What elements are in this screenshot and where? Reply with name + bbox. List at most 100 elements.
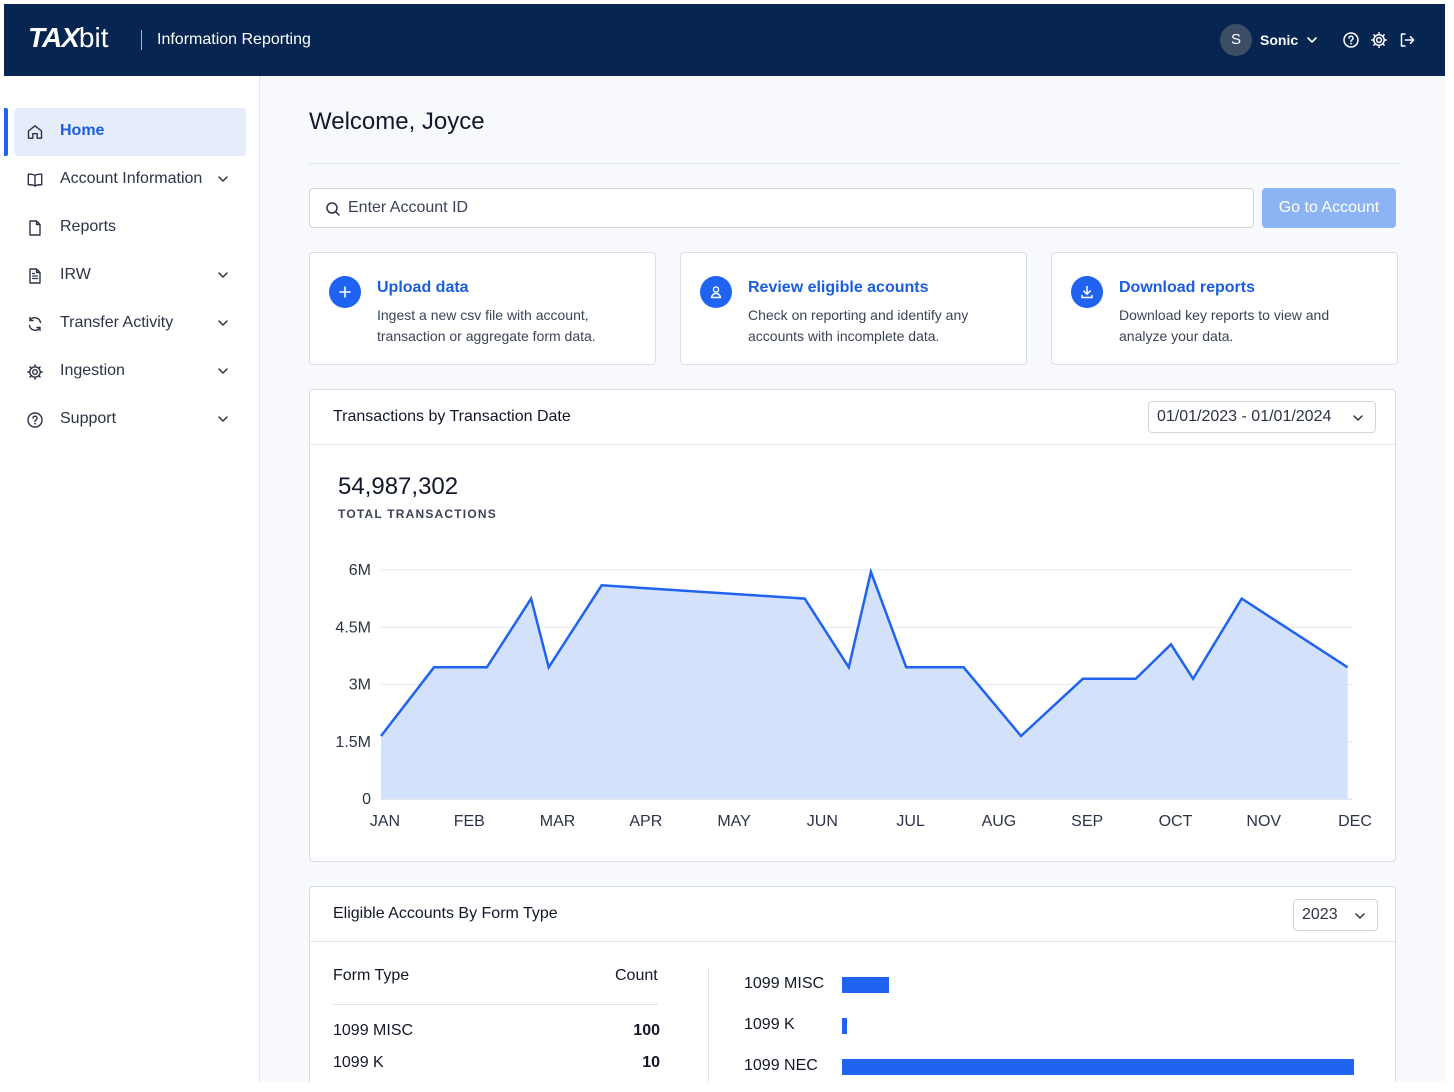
card-icon-circle <box>1071 276 1103 308</box>
year-select[interactable]: 2023 <box>1293 899 1378 931</box>
panel-title: Eligible Accounts By Form Type <box>333 905 558 922</box>
gear-icon[interactable] <box>1370 31 1388 49</box>
panel-header: Transactions by Transaction Date 01/01/2… <box>310 390 1395 445</box>
document-icon <box>29 220 41 236</box>
table-divider <box>333 1004 658 1005</box>
card-title[interactable]: Upload data <box>377 279 469 296</box>
form-type-header: Form Type <box>333 967 410 984</box>
sidebar-item-label: Home <box>60 122 105 139</box>
refresh-icon <box>28 316 42 332</box>
card-description: Ingest a new csv file with account, tran… <box>377 307 596 344</box>
table-cell-form: 1099 K <box>333 1054 384 1071</box>
chevron-down-icon[interactable] <box>1304 32 1320 48</box>
sidebar-item-transfer-activity[interactable]: Transfer Activity <box>14 300 246 348</box>
book-icon <box>27 173 43 187</box>
sidebar-item-label: IRW <box>60 266 91 283</box>
panel-title: Transactions by Transaction Date <box>333 408 571 425</box>
x-tick-label: JAN <box>370 813 400 830</box>
logo-bold-text: TAX <box>28 22 80 53</box>
x-tick-label: MAY <box>717 813 751 830</box>
table-cell-form: 1099 MISC <box>333 1022 414 1039</box>
app-title: Information Reporting <box>157 31 311 48</box>
y-tick-label: 4.5M <box>335 619 371 636</box>
date-range-select[interactable]: 01/01/2023 - 01/01/2024 <box>1148 401 1376 433</box>
x-tick-label: DEC <box>1338 813 1372 830</box>
x-tick-label: JUL <box>896 813 925 830</box>
table-cell-count: 100 <box>633 1022 660 1039</box>
bar-label: 1099 K <box>744 1016 795 1033</box>
table-cell-count: 10 <box>642 1054 660 1071</box>
bar-label: 1099 MISC <box>744 975 825 992</box>
header-divider <box>141 30 142 50</box>
card-icon-circle <box>329 276 361 308</box>
sidebar-item-ingestion[interactable]: Ingestion <box>14 348 246 396</box>
logo-light-text: bit <box>78 22 109 53</box>
main-content: Welcome, Joyce Go to Account Upload data… <box>261 76 1445 1082</box>
sidebar-item-irw[interactable]: IRW <box>14 252 246 300</box>
transactions-area-chart: 0 1.5M 3M 4.5M 6M JAN FEB MAR APR MAY JUN JUL AUG SEP… <box>335 562 1372 830</box>
x-tick-label: OCT <box>1159 813 1193 830</box>
x-tick-label: JUN <box>807 813 838 830</box>
form-count-bar <box>842 1018 847 1034</box>
series-area <box>381 571 1348 799</box>
form-count-bar <box>842 1059 1354 1075</box>
chevron-down-icon <box>218 416 228 422</box>
sidebar-item-label: Reports <box>60 218 117 235</box>
card-title[interactable]: Download reports <box>1119 279 1256 296</box>
search-icon <box>326 202 340 216</box>
download-icon <box>1081 285 1093 299</box>
y-tick-label: 0 <box>362 791 371 808</box>
y-tick-label: 3M <box>349 677 371 694</box>
user-name[interactable]: Sonic <box>1260 32 1299 48</box>
chevron-down-icon <box>1353 415 1363 421</box>
go-to-account-button[interactable]: Go to Account <box>1262 188 1396 228</box>
y-tick-label: 6M <box>349 562 371 579</box>
app-window: TAXbit Information Reporting S Sonic Hom… <box>4 4 1445 1082</box>
count-header: Count <box>615 967 658 984</box>
sidebar: Home Account Information Reports IRW Tra… <box>4 76 260 1082</box>
file-text-icon <box>29 268 41 284</box>
sidebar-item-support[interactable]: Support <box>14 396 246 444</box>
help-circle-icon <box>27 412 43 428</box>
panel-column-divider <box>708 967 709 1082</box>
page-title: Welcome, Joyce <box>309 108 485 135</box>
chevron-down-icon <box>218 176 228 182</box>
transactions-panel: Transactions by Transaction Date 01/01/2… <box>309 389 1396 862</box>
bar-label: 1099 NEC <box>744 1057 818 1074</box>
avatar[interactable]: S <box>1220 24 1252 56</box>
active-indicator <box>4 108 8 156</box>
chevron-down-icon <box>218 320 228 326</box>
gear-icon <box>27 364 43 380</box>
sidebar-item-label: Ingestion <box>60 362 125 379</box>
x-tick-label: FEB <box>454 813 485 830</box>
upload-data-card[interactable]: Upload data Ingest a new csv file with a… <box>309 252 656 365</box>
sidebar-item-reports[interactable]: Reports <box>14 204 246 252</box>
help-icon[interactable] <box>1342 31 1360 49</box>
card-description: Check on reporting and identify any acco… <box>748 307 969 344</box>
taxbit-logo[interactable]: TAXbit <box>28 22 109 54</box>
plus-icon <box>339 286 351 298</box>
sidebar-item-label: Account Information <box>60 170 203 187</box>
sidebar-item-label: Transfer Activity <box>60 314 174 331</box>
chevron-down-icon <box>1355 913 1365 919</box>
sidebar-item-account-information[interactable]: Account Information <box>14 156 246 204</box>
chevron-down-icon <box>218 368 228 374</box>
panel-header: Eligible Accounts By Form Type 2023 <box>310 887 1395 942</box>
x-tick-label: SEP <box>1071 813 1103 830</box>
eligible-accounts-panel: Eligible Accounts By Form Type 2023 Form… <box>309 886 1396 1082</box>
title-divider <box>309 163 1399 164</box>
card-title[interactable]: Review eligible acounts <box>748 279 929 296</box>
sidebar-item-home[interactable]: Home <box>14 108 246 156</box>
account-id-input[interactable] <box>348 197 1238 219</box>
home-icon <box>27 125 43 139</box>
logout-icon[interactable] <box>1398 31 1416 49</box>
y-tick-label: 1.5M <box>335 734 371 751</box>
x-tick-label: AUG <box>982 813 1017 830</box>
download-reports-card[interactable]: Download reports Download key reports to… <box>1051 252 1398 365</box>
total-transactions-value: 54,987,302 <box>338 473 459 500</box>
total-transactions-label: TOTAL TRANSACTIONS <box>338 507 497 521</box>
review-accounts-card[interactable]: Review eligible acounts Check on reporti… <box>680 252 1027 365</box>
year-value: 2023 <box>1302 906 1338 923</box>
account-search <box>309 188 1254 228</box>
user-icon <box>710 286 722 299</box>
